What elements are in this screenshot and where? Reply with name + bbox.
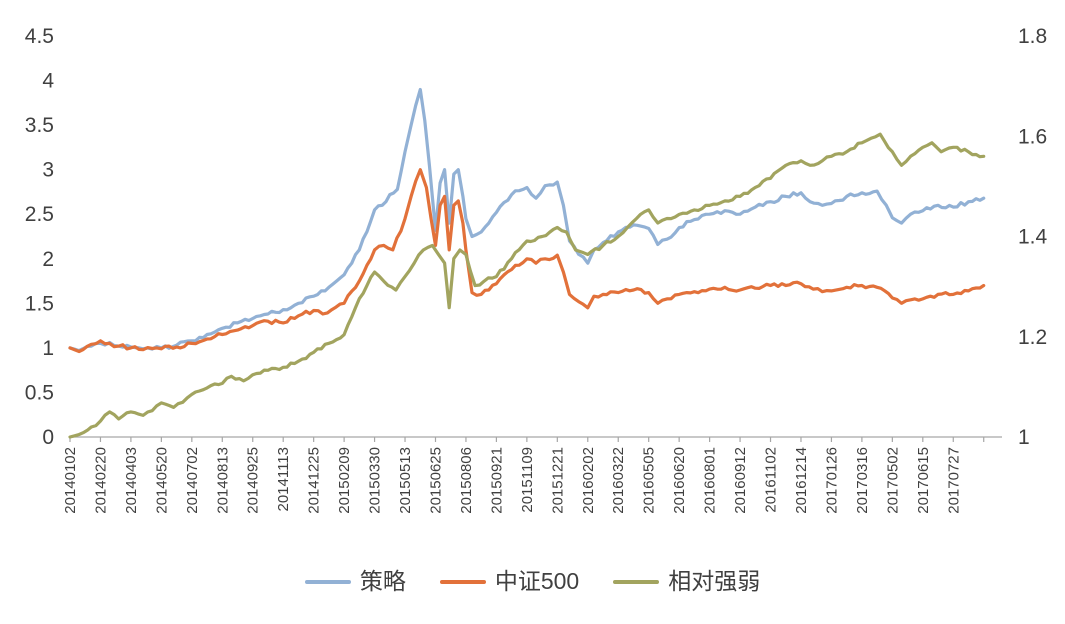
series-line-3 [68,132,986,439]
x-axis-tick-label: 20140520 [153,447,170,514]
left-axis-tick-label: 3.5 [25,114,54,137]
left-axis-tick-label: 4.5 [25,25,54,48]
x-axis-tick-label: 20140702 [184,447,201,514]
x-axis-tick-label: 20160620 [671,447,688,514]
x-axis-tick-label: 20170502 [884,447,901,514]
legend-item-1[interactable]: 策略 [304,568,406,594]
legend-line-swatch [613,579,660,584]
x-axis-tick-label: 20160322 [610,447,627,514]
x-axis-tick-label: 20141225 [306,447,323,514]
x-axis-tick-label: 20150921 [488,447,505,514]
x-axis-tick-label: 20150209 [336,447,353,514]
chart-legend: 策略 中证500 相对强弱 [0,570,1065,593]
series-line-1 [68,87,986,353]
legend-label: 相对强弱 [668,568,761,594]
x-axis-tick-label: 20151221 [549,447,566,514]
x-axis-tick-label: 20161102 [763,447,780,513]
legend-line-swatch [304,579,351,584]
right-axis-tick-label: 1.2 [1018,326,1047,349]
left-axis-labels: 0 0.5 1 1.5 2 2.5 3 3.5 4 4.5 [25,25,55,449]
x-axis-tick-label: 20170316 [854,447,871,514]
x-axis-tick-label: 20170727 [945,447,962,514]
x-axis-tick-label: 20140813 [214,447,231,514]
left-axis-tick-label: 2.5 [25,203,54,226]
x-axis-tick-label: 20170615 [915,447,932,514]
left-axis-tick-label: 2 [42,248,54,271]
left-axis-tick-label: 1.5 [25,292,54,315]
left-axis-tick-label: 0 [42,426,54,449]
x-axis-tick-label: 20140925 [245,447,262,514]
x-axis-tick-label: 20160202 [580,447,597,514]
left-axis-tick-label: 0.5 [25,381,54,404]
x-axis-labels: 20140102 20140220 20140403 20140520 20140702… [62,447,962,514]
x-axis-tick-label: 20161214 [793,447,810,514]
right-axis-tick-label: 1.6 [1018,125,1047,148]
legend-line-swatch [439,579,486,584]
legend-item-2[interactable]: 中证500 [439,568,580,594]
x-axis-tick-label: 20160505 [641,447,658,514]
x-axis [69,436,1002,442]
x-axis-tick-label: 20150513 [397,447,414,514]
x-axis-tick-label: 20160912 [732,447,749,514]
x-axis-tick-label: 20140403 [123,447,140,514]
series-line-2 [68,168,986,354]
x-axis-tick-label: 20170126 [823,447,840,514]
right-axis-tick-label: 1 [1018,426,1030,449]
x-axis-tick-label: 20160801 [702,447,719,514]
right-axis-tick-label: 1.4 [1018,226,1048,249]
x-axis-tick-label: 20151109 [519,447,536,513]
x-axis-tick-label: 20140102 [62,447,79,514]
right-axis-tick-label: 1.8 [1018,25,1047,48]
line-chart: 0 0.5 1 1.5 2 2.5 3 3.5 4 4.5 1 1.2 1.4 1.6 1.8 2014010… [25,25,1048,514]
legend-label: 策略 [359,568,406,594]
x-axis-tick-label: 20140220 [92,447,109,514]
x-axis-tick-label: 20150806 [458,447,475,514]
legend-item-3[interactable]: 相对强弱 [613,570,760,593]
left-axis-tick-label: 4 [42,70,54,93]
legend-label: 中证500 [494,568,580,594]
x-axis-tick-label: 20141113 [275,447,292,512]
left-axis-tick-label: 1 [42,337,54,360]
x-axis-tick-label: 20150330 [367,447,384,514]
left-axis-tick-label: 3 [42,159,54,182]
x-axis-tick-label: 20150625 [427,447,444,514]
right-axis-labels: 1 1.2 1.4 1.6 1.8 [1018,25,1048,449]
